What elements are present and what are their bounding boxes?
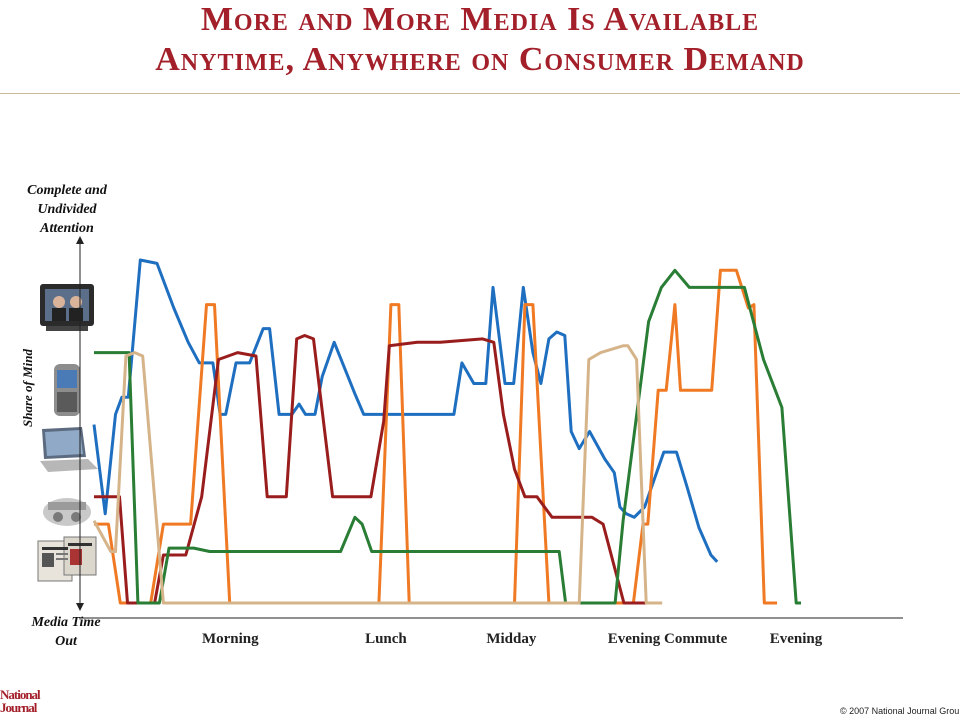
y-axis-arrow-down [76,603,84,611]
axes [76,236,903,619]
y-axis-top-label: Complete and Undivided Attention [27,183,107,236]
x-tick-label: Midday [486,631,537,647]
copyright-text: © 2007 National Journal Grou [840,706,960,716]
title-divider [0,93,960,94]
x-tick-label: Morning [201,631,259,647]
series-line-3 [94,334,651,605]
title-line-2: Anytime, Anywhere on Consumer Demand [155,41,805,78]
y-axis-arrow-up [76,236,84,244]
x-tick-label: Evening [769,631,823,647]
x-tick-label: Evening Commute [607,631,728,647]
smartphone-icon [54,364,80,416]
national-journal-logo: National Journal [0,687,41,715]
x-tick-label: Lunch [365,631,407,647]
title-line-1: More and More Media Is Available [200,1,760,38]
series-line-2 [94,268,778,605]
laptop-icon [40,427,98,472]
radio-icon [43,498,91,526]
y-axis-bottom-label: Media Time Out [31,615,101,649]
series-line-4 [94,268,801,605]
series-line-5 [92,344,663,605]
